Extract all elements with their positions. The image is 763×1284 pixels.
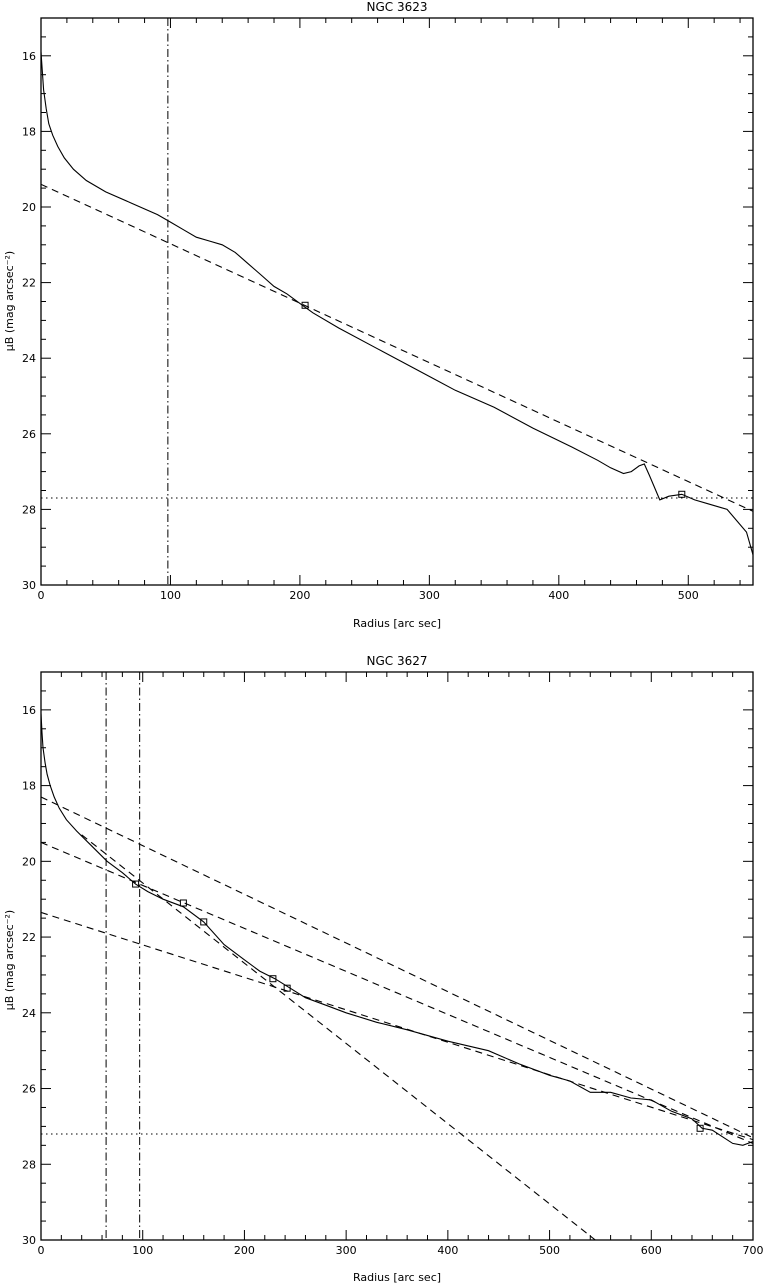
y-tick-label: 24 bbox=[22, 352, 36, 365]
profile-marker bbox=[179, 899, 187, 907]
panel-title: NGC 3623 bbox=[366, 0, 427, 14]
panel-title: NGC 3627 bbox=[366, 654, 427, 668]
fit-line bbox=[41, 911, 753, 1141]
plot-area bbox=[41, 672, 753, 1240]
profile-marker bbox=[678, 490, 686, 498]
y-tick-label: 30 bbox=[22, 1234, 36, 1247]
fit-line bbox=[41, 841, 753, 1144]
x-tick-label: 0 bbox=[38, 589, 45, 602]
x-tick-label: 0 bbox=[38, 1244, 45, 1257]
x-tick-label: 400 bbox=[548, 589, 569, 602]
profile-marker bbox=[696, 1124, 704, 1132]
x-axis-label: Radius [arc sec] bbox=[353, 1271, 441, 1284]
fit-line bbox=[41, 796, 753, 1139]
x-tick-label: 500 bbox=[539, 1244, 560, 1257]
y-tick-label: 22 bbox=[22, 277, 36, 290]
x-tick-label: 700 bbox=[743, 1244, 763, 1257]
fit-line bbox=[81, 834, 596, 1240]
x-tick-label: 100 bbox=[132, 1244, 153, 1257]
y-tick-label: 26 bbox=[22, 428, 36, 441]
plot-frame bbox=[40, 17, 754, 586]
plot-frame bbox=[40, 671, 754, 1241]
profile-marker bbox=[269, 975, 277, 983]
plot-area bbox=[41, 18, 753, 585]
y-tick-label: 30 bbox=[22, 579, 36, 592]
y-axis-label: μB (mag arcsec⁻²) bbox=[3, 910, 16, 1010]
fit-line bbox=[41, 183, 753, 512]
y-tick-label: 20 bbox=[22, 201, 36, 214]
y-tick-label: 16 bbox=[22, 704, 36, 717]
y-tick-label: 28 bbox=[22, 503, 36, 516]
x-tick-label: 100 bbox=[160, 589, 181, 602]
profile-marker bbox=[301, 301, 309, 309]
x-tick-label: 400 bbox=[437, 1244, 458, 1257]
x-tick-label: 300 bbox=[336, 1244, 357, 1257]
surface-brightness-profile bbox=[41, 713, 753, 1146]
profile-marker bbox=[200, 918, 208, 926]
x-tick-label: 600 bbox=[641, 1244, 662, 1257]
surface-brightness-profile bbox=[41, 51, 753, 555]
profile-marker bbox=[132, 880, 140, 888]
y-tick-label: 18 bbox=[22, 780, 36, 793]
y-tick-label: 24 bbox=[22, 1007, 36, 1020]
y-tick-label: 20 bbox=[22, 855, 36, 868]
x-axis-label: Radius [arc sec] bbox=[353, 617, 441, 630]
y-tick-label: 18 bbox=[22, 125, 36, 138]
panel-ngc-3627: NGC 3627 Radius [arc sec] μB (mag arcsec… bbox=[3, 654, 763, 1284]
y-tick-label: 16 bbox=[22, 50, 36, 63]
y-tick-label: 28 bbox=[22, 1158, 36, 1171]
y-tick-label: 26 bbox=[22, 1083, 36, 1096]
y-tick-label: 22 bbox=[22, 931, 36, 944]
panel-ngc-3623: NGC 3623 Radius [arc sec] μB (mag arcsec… bbox=[3, 0, 754, 630]
y-axis-label: μB (mag arcsec⁻²) bbox=[3, 251, 16, 351]
x-tick-label: 300 bbox=[419, 589, 440, 602]
x-tick-label: 200 bbox=[289, 589, 310, 602]
x-tick-label: 500 bbox=[678, 589, 699, 602]
profile-marker bbox=[283, 984, 291, 992]
x-tick-label: 200 bbox=[234, 1244, 255, 1257]
